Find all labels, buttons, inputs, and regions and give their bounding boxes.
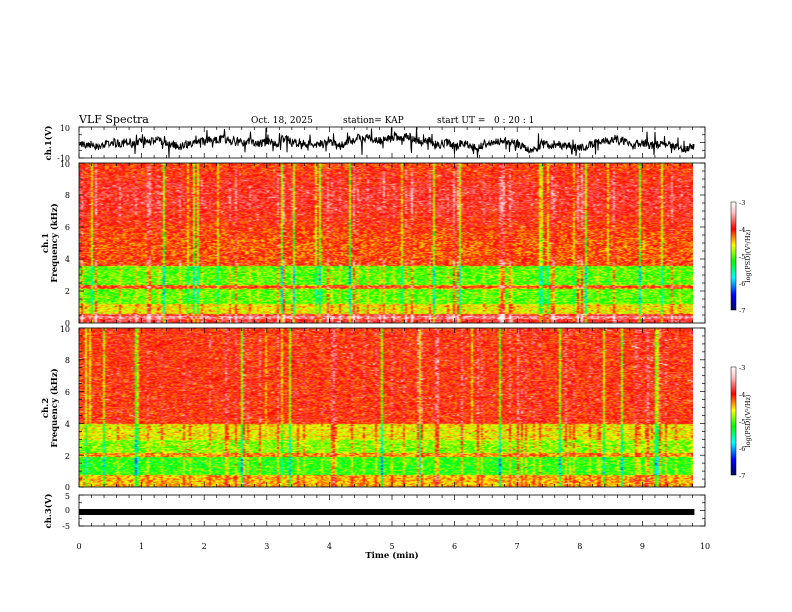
ch2-spectrogram-image: [79, 328, 693, 487]
ch1-colorbar-tick-m6: -6: [739, 280, 745, 288]
ch1-wave-tick-bottom: -10: [57, 154, 70, 163]
ch2-freq-tick-6: 6: [65, 388, 70, 397]
ch1-colorbar-tick-m3: -3: [739, 199, 745, 207]
ch1-spec-ylabel-frequency: Frequency (kHz): [49, 203, 60, 282]
ch3-waveform-trace: [79, 509, 695, 515]
date-label: Oct. 18, 2025: [251, 116, 313, 126]
ch2-colorbar-tick-m4: -4: [739, 391, 745, 399]
ch1-wave-ylabel: ch.1(V): [43, 126, 54, 161]
ch1-waveform-panel: 10 -10 ch.1(V): [43, 124, 706, 163]
ch2-colorbar-tick-m3: -3: [739, 364, 745, 372]
ch2-freq-tick-2: 2: [65, 452, 70, 461]
ch3-wave-tick-top: 5: [65, 492, 70, 501]
ch1-spec-ylabel: ch.1: [41, 233, 51, 253]
time-tick-9: 9: [640, 542, 645, 551]
time-tick-8: 8: [577, 542, 582, 551]
ch1-colorbar-tick-m4: -4: [739, 226, 745, 234]
ch3-wave-tick-bottom: -5: [62, 522, 70, 531]
ch2-colorbar-tick-m6: -6: [739, 445, 745, 453]
ch1-spectrogram-image: [79, 163, 693, 323]
ch1-colorbar-tick-m7: -7: [739, 307, 745, 315]
time-tick-0: 0: [76, 542, 81, 551]
ch1-colorbar-tick-m5: -5: [739, 253, 745, 261]
ch2-freq-tick-0: 0: [65, 483, 70, 492]
ch1-freq-tick-8: 8: [65, 191, 70, 200]
chart-title: VLF Spectra: [78, 113, 149, 126]
ch1-freq-tick-10: 10: [60, 160, 70, 169]
ch2-spectrogram-panel: 0 2 4 6 8 10 ch.2 Frequency (kHz) -3 -4 …: [41, 325, 752, 492]
time-tick-2: 2: [202, 542, 207, 551]
time-tick-7: 7: [515, 542, 520, 551]
ch1-colorbar: [730, 201, 737, 311]
time-tick-5: 5: [389, 542, 394, 551]
time-tick-4: 4: [327, 542, 332, 551]
time-tick-6: 6: [452, 542, 457, 551]
station-label: station= KAP: [343, 116, 404, 126]
start-time-label: start UT = 0 : 20 : 1: [437, 116, 534, 126]
time-axis-label: Time (min): [365, 550, 418, 561]
ch2-freq-tick-4: 4: [65, 420, 70, 429]
ch2-colorbar: [730, 366, 737, 476]
ch1-freq-tick-2: 2: [65, 287, 70, 296]
ch1-freq-tick-6: 6: [65, 223, 70, 232]
ch1-colorbar-label: log(PSD)(V²/Hz): [744, 229, 752, 282]
ch2-freq-tick-8: 8: [65, 356, 70, 365]
time-axis: 0 1 2 3 4 5 6 7 8 9 10 Time (min): [76, 542, 710, 561]
ch1-wave-tick-top: 10: [60, 124, 70, 133]
ch1-waveform-trace: [78, 127, 695, 158]
time-tick-10: 10: [700, 542, 710, 551]
time-tick-1: 1: [139, 542, 144, 551]
ch2-spec-ylabel: ch.2: [41, 398, 51, 418]
ch3-waveform-panel: 5 0 -5 ch.3(V): [43, 492, 706, 531]
ch3-wave-tick-middle: 0: [65, 506, 70, 515]
ch1-spectrogram-panel: 0 2 4 6 8 10 ch.1 Frequency (kHz) -3 -4 …: [41, 160, 752, 328]
ch1-freq-tick-4: 4: [65, 255, 70, 264]
ch2-colorbar-tick-m5: -5: [739, 418, 745, 426]
time-tick-3: 3: [264, 542, 269, 551]
ch1-freq-tick-0: 0: [65, 319, 70, 328]
ch2-colorbar-label: log(PSD)(V²/Hz): [744, 394, 752, 447]
ch2-spec-ylabel-frequency: Frequency (kHz): [49, 368, 60, 447]
axis-tick-marks: [78, 126, 706, 527]
ch2-freq-tick-10: 10: [60, 325, 70, 334]
ch2-colorbar-tick-m7: -7: [739, 472, 745, 480]
ch3-wave-ylabel: ch.3(V): [43, 494, 54, 529]
